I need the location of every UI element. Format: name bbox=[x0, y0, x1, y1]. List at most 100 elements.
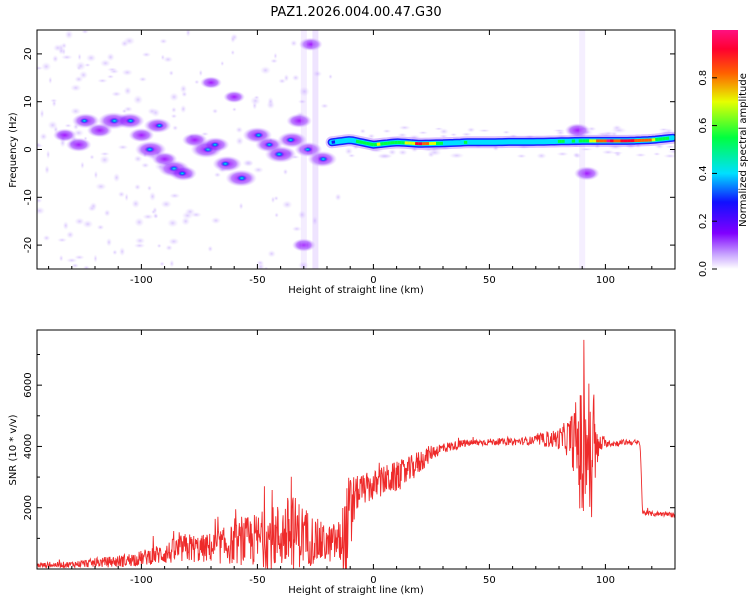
spectrogram-speckle bbox=[572, 152, 581, 158]
spectrogram-speckle bbox=[131, 199, 141, 209]
x-tick-label: 0 bbox=[370, 275, 376, 286]
spectrogram-speckle bbox=[60, 54, 73, 60]
spectrogram-speckle bbox=[181, 216, 191, 226]
spectrogram-x-label: Height of straight line (km) bbox=[288, 285, 424, 296]
spectrogram-speckle bbox=[159, 261, 165, 267]
spectrogram-speckle bbox=[210, 216, 222, 225]
spectrogram-speckle bbox=[75, 61, 87, 71]
figure-title: PAZ1.2026.004.00.47.G30 bbox=[270, 5, 441, 20]
spectrogram-speckle bbox=[297, 99, 307, 104]
spectrogram-blob-core bbox=[285, 137, 296, 143]
spectrogram-speckle bbox=[311, 216, 318, 226]
spectrogram-speckle bbox=[133, 155, 143, 163]
spectrogram-blob-core bbox=[318, 156, 329, 162]
spectrogram-speckle bbox=[449, 132, 458, 137]
spectrogram-speckle bbox=[89, 154, 95, 160]
spectrogram-speckle bbox=[397, 132, 408, 138]
spectrogram-speckle bbox=[117, 191, 126, 198]
spectrogram-speckle bbox=[417, 131, 429, 135]
spectrogram-speckle bbox=[347, 153, 356, 158]
spectrogram-speckle bbox=[89, 202, 98, 211]
y-tick-label: 20 bbox=[23, 48, 34, 61]
spectrogram-ridge bbox=[325, 131, 675, 151]
spectrogram-speckle bbox=[132, 94, 144, 105]
spectrogram-speckle bbox=[71, 262, 79, 269]
spectrogram-speckle bbox=[230, 49, 235, 56]
spectrogram-speckle bbox=[134, 237, 146, 245]
spectrogram-speckle bbox=[290, 39, 298, 47]
spectrogram-blob bbox=[52, 128, 77, 142]
spectrogram-speckle bbox=[140, 162, 150, 169]
spectrogram-speckle bbox=[297, 261, 310, 269]
spectrogram-blobs bbox=[52, 30, 600, 269]
spectrogram-speckle bbox=[270, 58, 278, 64]
spectrogram-blob bbox=[128, 128, 155, 143]
spectrogram-blob bbox=[223, 90, 246, 104]
spectrogram-speckle bbox=[410, 146, 419, 153]
ridge-segment bbox=[355, 139, 360, 144]
spectrogram-speckle bbox=[376, 152, 393, 160]
spectrogram-speckle bbox=[198, 69, 203, 77]
spectrogram-speckle bbox=[51, 99, 57, 108]
spectrogram-speckle bbox=[70, 84, 82, 92]
spectrogram-speckle bbox=[44, 164, 50, 175]
y-tick-label: 6000 bbox=[23, 372, 34, 397]
spectrogram-speckle bbox=[611, 124, 623, 131]
spectrogram-speckle bbox=[37, 143, 44, 148]
spectrogram-speckle bbox=[180, 104, 187, 114]
spectrogram-speckle bbox=[58, 254, 64, 262]
spectrogram-speckle bbox=[47, 120, 58, 130]
spectrogram-speckle bbox=[312, 70, 323, 78]
spectrogram-speckle bbox=[579, 147, 594, 151]
spectrogram-blob-core bbox=[210, 141, 220, 148]
colorbar-label: Normalized spectral amplitude bbox=[738, 73, 749, 227]
spectrogram-speckle bbox=[665, 145, 675, 149]
spectrogram-speckle bbox=[185, 30, 191, 38]
spectrogram-blob bbox=[200, 76, 222, 89]
spectrogram-speckle bbox=[220, 60, 225, 67]
spectrogram-speckle bbox=[211, 108, 219, 114]
spectrogram-speckle bbox=[37, 197, 43, 204]
spectrogram-speckle bbox=[168, 70, 174, 77]
spectrogram-speckle bbox=[658, 127, 670, 132]
spectrogram-speckle bbox=[407, 134, 421, 140]
spectrogram-streak bbox=[300, 30, 307, 269]
spectrogram-speckle bbox=[502, 130, 511, 134]
spectrogram-speckle bbox=[297, 210, 307, 220]
spectrogram-speckle bbox=[259, 65, 272, 75]
spectrogram-speckle bbox=[263, 266, 269, 269]
spectrogram-speckle bbox=[106, 52, 115, 62]
spectrogram-speckle bbox=[97, 78, 108, 84]
spectrogram-speckle bbox=[151, 209, 156, 215]
spectrogram-speckle bbox=[165, 244, 173, 251]
spectrogram-blob-core bbox=[220, 160, 231, 167]
spectrogram-speckle bbox=[65, 257, 78, 263]
spectrogram-speckle bbox=[64, 30, 74, 40]
spectrogram-speckle bbox=[230, 35, 236, 44]
spectrogram-speckle bbox=[159, 38, 168, 45]
colorbar-tick-label: 0.0 bbox=[698, 261, 709, 277]
spectrogram-speckle bbox=[242, 159, 254, 167]
spectrogram-speckle bbox=[134, 183, 141, 191]
y-tick-label: 10 bbox=[23, 95, 34, 108]
spectrogram-speckle bbox=[112, 172, 121, 183]
spectrogram-speckle bbox=[133, 242, 146, 249]
spectrogram-blob bbox=[291, 238, 316, 252]
spectrogram-blob bbox=[564, 123, 591, 138]
spectrogram-speckle bbox=[77, 53, 82, 61]
spectrogram-speckle bbox=[492, 145, 500, 152]
spectrogram-speckle bbox=[81, 30, 89, 34]
snr-y-axis: 2000 4000 6000 bbox=[23, 354, 675, 539]
spectrogram-blob-core bbox=[144, 146, 155, 153]
spectrogram-speckle bbox=[235, 136, 244, 146]
snr-x-label: Height of straight line (km) bbox=[288, 585, 424, 596]
spectrogram-speckle bbox=[146, 185, 152, 192]
spectrogram-speckle bbox=[166, 218, 179, 228]
colorbar-tick-label: 0.8 bbox=[698, 70, 709, 86]
spectrogram-speckle bbox=[105, 237, 113, 247]
spectrogram-speckles bbox=[37, 30, 675, 269]
spectrogram-x-axis: -100 -50 0 50 100 bbox=[48, 30, 676, 286]
spectrogram-speckle bbox=[95, 182, 107, 191]
